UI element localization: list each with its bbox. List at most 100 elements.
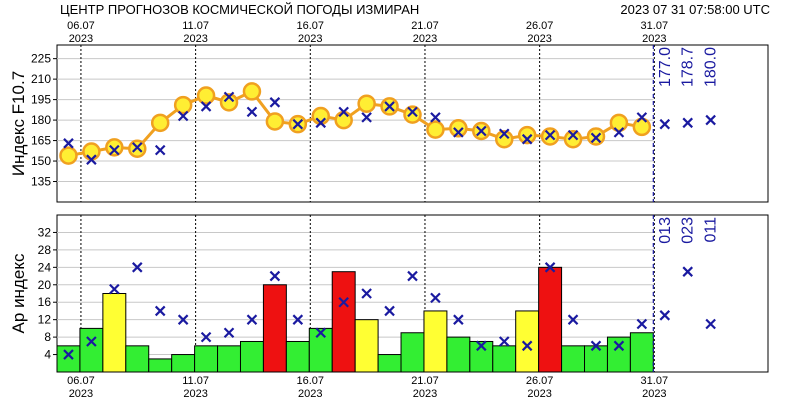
f107-observed-point xyxy=(242,82,262,101)
ap-forecast-marker xyxy=(521,340,533,352)
date-tick-year: 2023 xyxy=(413,33,437,45)
ap-bar xyxy=(606,336,631,373)
ap-bar xyxy=(217,345,241,373)
f107-observed-point xyxy=(609,113,629,133)
f107-forecast-marker xyxy=(705,114,716,126)
ap-forecast-marker xyxy=(476,340,487,352)
ap-forecast-marker xyxy=(705,318,716,330)
ap-bar xyxy=(102,293,127,373)
ap-forecast-marker xyxy=(315,327,327,339)
ap-forecast-marker xyxy=(659,310,671,321)
ap-forecast-marker xyxy=(567,314,579,325)
f107-forecast-marker xyxy=(567,129,579,141)
f107-forecast-marker xyxy=(177,110,189,122)
f107-observed-point xyxy=(59,146,78,165)
f107-forecast-marker xyxy=(636,112,648,123)
ap-forecast-marker xyxy=(63,349,74,360)
ap-bar xyxy=(446,336,471,373)
y-axis-label: Ap индекс xyxy=(9,253,28,333)
y-tick-label: 195 xyxy=(31,93,51,107)
f107-forecast-marker xyxy=(131,142,143,153)
date-tick-year: 2023 xyxy=(298,33,322,45)
ap-forecast-marker xyxy=(109,283,120,295)
ap-bar xyxy=(56,345,81,373)
timestamp: 2023 07 31 07:58:00 UTC xyxy=(620,2,770,17)
date-tick-day: 31.07 xyxy=(641,375,669,387)
f107-forecast-marker xyxy=(476,125,487,137)
f107-forecast-marker xyxy=(453,127,464,138)
f107-observed-point xyxy=(517,125,537,145)
f107-forecast-marker xyxy=(384,101,395,112)
f107-forecast-marker xyxy=(200,101,212,112)
y-tick-label: 12 xyxy=(38,313,52,327)
f107-forecast-marker xyxy=(361,112,372,123)
f107-observed-point xyxy=(150,113,170,133)
ap-bar xyxy=(584,345,608,373)
date-tick-day: 21.07 xyxy=(411,20,439,32)
ap-bar xyxy=(171,354,196,373)
f107-observed-point xyxy=(426,120,445,139)
f107-forecast-marker xyxy=(246,106,258,118)
ap-forecast-marker xyxy=(453,314,464,325)
f107-forecast-marker xyxy=(292,118,304,130)
f107-observed-point xyxy=(357,94,376,113)
ap-bar xyxy=(515,310,540,373)
y-tick-label: 165 xyxy=(31,134,51,148)
date-tick-day: 11.07 xyxy=(182,20,209,32)
ap-panel: 4 8 12 16 20 24 28 32 Ap индекс 013 023 011 xyxy=(9,214,769,373)
ap-forecast-marker xyxy=(430,292,441,304)
ap-forecast-marker xyxy=(682,266,694,277)
ap-bar xyxy=(377,354,402,373)
y-tick-label: 4 xyxy=(44,348,51,362)
f107-forecast-marker xyxy=(269,97,281,108)
y-tick-label: 20 xyxy=(38,278,52,292)
y-tick-label: 28 xyxy=(38,243,52,257)
f107-observed-point xyxy=(219,93,239,112)
ap-forecast-marker xyxy=(613,340,625,352)
ap-bar xyxy=(79,327,104,373)
ap-forecast-marker xyxy=(590,340,602,352)
date-tick-day: 16.07 xyxy=(297,20,325,32)
ap-bar xyxy=(538,266,563,373)
f107-forecast-marker xyxy=(154,144,166,156)
date-tick-day: 16.07 xyxy=(297,375,325,387)
ap-bar xyxy=(400,332,425,373)
ap-bar xyxy=(561,345,586,373)
ap-forecast-marker xyxy=(177,314,189,325)
date-tick-day: 31.07 xyxy=(641,20,669,32)
bottom-date-axis: 06.07202311.07202316.07202321.07202326.0… xyxy=(67,375,668,400)
y-tick-label: 150 xyxy=(31,154,51,168)
f107-forecast-marker xyxy=(498,128,510,140)
ap-forecast-marker xyxy=(86,336,97,347)
date-tick-year: 2023 xyxy=(69,33,93,45)
ap-bar xyxy=(354,319,379,373)
ap-forecast-marker xyxy=(246,314,258,325)
ap-forecast-marker xyxy=(269,270,281,282)
f107-forecast-marker xyxy=(590,132,602,144)
ap-forecast-marker xyxy=(636,318,648,330)
y-tick-label: 225 xyxy=(31,52,51,66)
date-tick-year: 2023 xyxy=(298,388,322,400)
ap-forecast-marker xyxy=(544,262,556,273)
ap-bar xyxy=(331,271,356,373)
ap-forecast-marker xyxy=(361,288,372,299)
ap-bar xyxy=(148,358,173,373)
ap-forecast-marker xyxy=(154,305,166,317)
forecast-value-label: 013 xyxy=(657,217,674,244)
f107-forecast-marker xyxy=(315,117,327,129)
f107-observed-point xyxy=(563,129,583,149)
ap-bar xyxy=(423,310,448,373)
ap-forecast-marker xyxy=(338,296,349,308)
ap-forecast-marker xyxy=(498,336,510,347)
date-tick-year: 2023 xyxy=(69,388,93,400)
ap-bar xyxy=(308,327,333,373)
ap-bar xyxy=(285,340,310,373)
date-tick-year: 2023 xyxy=(527,33,551,45)
date-tick-year: 2023 xyxy=(183,388,207,400)
forecast-value-label: 178.7 xyxy=(680,47,697,87)
date-tick-day: 06.07 xyxy=(67,20,95,32)
ap-forecast-marker xyxy=(384,305,395,317)
